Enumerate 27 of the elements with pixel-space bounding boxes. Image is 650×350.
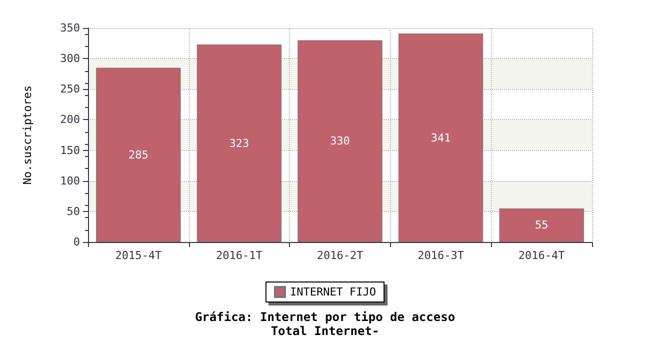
x-tick-label: 2016-2T [316,249,364,262]
y-tick-label: 250 [60,82,80,96]
bar [398,34,484,242]
data-label: 341 [430,131,451,144]
y-axis-title: No.suscriptores [21,85,34,185]
y-tick-label: 350 [60,22,80,34]
x-tick-label: 2016-3T [418,249,464,262]
y-tick-label: 0 [73,236,80,248]
y-tick-label: 200 [60,113,80,126]
text: Total Internet- [270,324,380,338]
data-label: 323 [229,136,250,150]
data-label: 285 [128,148,148,162]
bar [96,68,181,242]
x-tick-label: 2016-1T [216,249,263,262]
y-tick-label: 300 [60,52,80,66]
data-label: 55 [534,218,548,232]
text: Gráfica: Internet por tipo de acceso [194,310,456,324]
y-tick-label: 100 [60,174,80,188]
bar [196,44,282,242]
y-tick-label: 150 [60,144,80,157]
data-label: 330 [330,134,350,148]
x-tick-label: 2016-4T [518,249,566,262]
legend-label: INTERNET FIJO [290,286,376,298]
bar [298,40,382,242]
x-tick-label: 2015-4T [115,249,162,262]
bar [499,208,584,242]
y-tick-label: 50 [66,204,80,218]
